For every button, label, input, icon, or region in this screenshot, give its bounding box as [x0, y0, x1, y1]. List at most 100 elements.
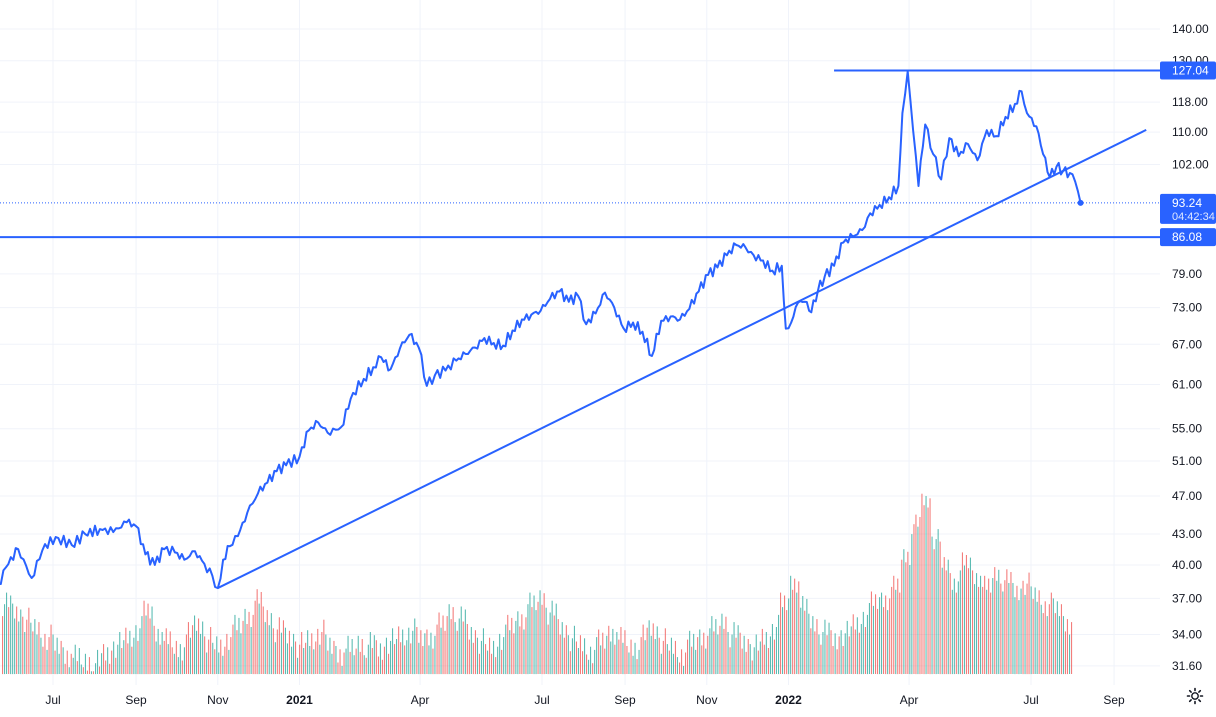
volume-bar — [214, 649, 216, 675]
volume-bar — [28, 607, 30, 674]
volume-bar — [632, 655, 634, 674]
volume-bar — [794, 578, 796, 675]
volume-bar — [181, 660, 183, 675]
volume-bar — [555, 603, 557, 675]
volume-bar — [246, 624, 248, 675]
volume-bar — [345, 648, 347, 675]
volume-bar — [157, 628, 159, 674]
volume-bar — [969, 557, 971, 675]
volume-bar — [147, 603, 149, 675]
volume-bar — [519, 626, 521, 674]
volume-bar — [862, 611, 864, 675]
volume-bar — [588, 659, 590, 675]
volume-bar — [1020, 588, 1022, 674]
volume-bar — [250, 627, 252, 674]
volume-bar — [438, 612, 440, 675]
volume-bar — [454, 622, 456, 674]
volume-bar — [790, 575, 792, 674]
volume-bar — [598, 629, 600, 674]
volume-bar — [818, 634, 820, 674]
volume-bar — [828, 622, 830, 674]
volume-bar — [254, 600, 256, 675]
volume-bar — [513, 633, 515, 675]
volume-bar — [885, 595, 887, 675]
y-tick-label: 40.00 — [1172, 558, 1202, 572]
volume-bar — [765, 632, 767, 674]
volume-bar — [113, 641, 115, 674]
volume-bar — [430, 632, 432, 675]
volume-bar — [658, 637, 660, 675]
volume-bar — [66, 650, 68, 675]
volume-bar — [634, 642, 636, 675]
volume-bar — [1060, 604, 1062, 675]
volume-bar — [208, 639, 210, 675]
volume-bar — [299, 644, 301, 674]
y-tick-label: 79.00 — [1172, 267, 1202, 281]
volume-bar — [238, 617, 240, 675]
settings-button[interactable] — [1184, 685, 1206, 707]
volume-bar — [1026, 583, 1028, 675]
volume-bar — [945, 570, 947, 675]
x-tick-label: Jul — [534, 693, 549, 707]
volume-bar — [842, 646, 844, 674]
volume-bar — [592, 663, 594, 675]
volume-bar — [569, 651, 571, 674]
volume-bar — [959, 570, 961, 675]
volume-bar — [943, 557, 945, 675]
volume-bar — [448, 604, 450, 675]
volume-bar — [755, 634, 757, 674]
last-price-dot — [1077, 199, 1084, 206]
volume-bar — [685, 652, 687, 674]
volume-bar — [523, 629, 525, 674]
volume-bar — [226, 633, 228, 675]
volume-bar — [988, 578, 990, 675]
volume-bar — [224, 646, 226, 675]
volume-bar — [674, 640, 676, 675]
volume-bar — [715, 619, 717, 675]
volume-bar — [852, 614, 854, 675]
volume-bar — [248, 611, 250, 675]
volume-bar — [683, 665, 685, 675]
volume-bar — [679, 662, 681, 675]
volume-bar — [646, 627, 648, 675]
x-tick-label: Sep — [614, 693, 636, 707]
volume-bar — [121, 648, 123, 675]
volume-bar — [796, 592, 798, 674]
volume-bar — [84, 653, 86, 674]
volume-bar — [367, 644, 369, 674]
volume-bar — [165, 628, 167, 675]
volume-bar — [846, 620, 848, 674]
volume-bar — [361, 639, 363, 675]
volume-bar — [1024, 594, 1026, 675]
volume-bar — [982, 586, 984, 674]
volume-bar — [432, 648, 434, 675]
volume-bar — [133, 637, 135, 675]
volume-bar — [242, 620, 244, 674]
volume-bar — [111, 650, 113, 675]
volume-bar — [478, 653, 480, 674]
volume-bar — [103, 644, 105, 675]
volume-bar — [1040, 604, 1042, 675]
volume-bar — [582, 651, 584, 674]
x-tick-label: 2022 — [775, 693, 802, 707]
volume-bar — [450, 619, 452, 675]
volume-bar — [701, 645, 703, 675]
volume-bar — [689, 630, 691, 675]
volume-bar — [1030, 586, 1032, 675]
volume-bar — [672, 653, 674, 674]
volume-bar — [46, 649, 48, 674]
volume-bar — [276, 629, 278, 674]
volume-bar — [123, 640, 125, 674]
volume-bar — [1010, 572, 1012, 674]
volume-bar — [365, 657, 367, 674]
volume-bar — [452, 607, 454, 674]
volume-bar — [792, 589, 794, 675]
volume-bar — [337, 662, 339, 675]
volume-bar — [375, 640, 377, 674]
volume-bar — [440, 627, 442, 675]
volume-bar — [388, 653, 390, 674]
volume-bar — [820, 644, 822, 674]
x-tick-label: 2021 — [286, 693, 313, 707]
